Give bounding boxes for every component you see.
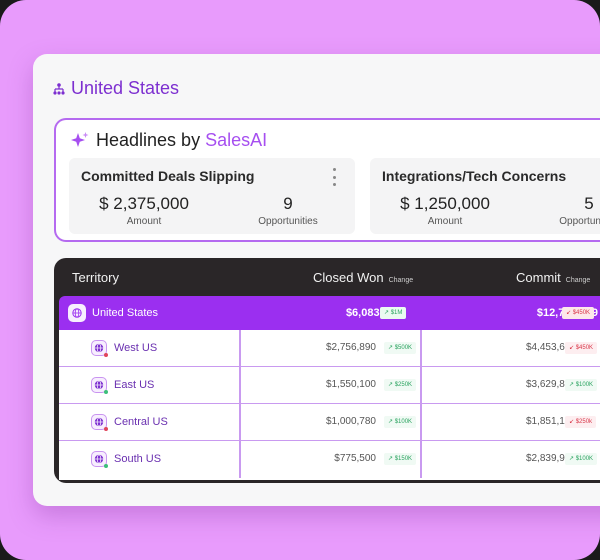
globe-icon: [68, 304, 86, 322]
territory-name: Central US: [114, 416, 168, 428]
table-row-united-states[interactable]: United States $6,083,270 ↗ $1M $12,774,5…: [59, 296, 600, 330]
sparkle-icon: [71, 131, 89, 147]
globe-icon: [91, 414, 108, 431]
territory-table: Territory Closed Won Change Commit Chang…: [54, 258, 600, 483]
headlines-title: Headlines by SalesAI: [70, 130, 267, 151]
opportunities-label: Opportunities: [258, 216, 318, 227]
amount-label: Amount: [126, 216, 162, 227]
closed-won-change-badge: ↗ $1M: [380, 307, 407, 319]
territory-card: United States Headlines by SalesAI Commi…: [33, 54, 600, 506]
closed-won-value: $775,500: [334, 453, 376, 464]
commit-value: $4,453,620: [525, 342, 576, 353]
status-dot: [104, 390, 108, 394]
commit-change-badge: ↙ $450K: [562, 307, 595, 319]
headlines-title-brand: SalesAI: [205, 130, 268, 150]
globe-icon: [91, 451, 108, 468]
opportunities-label: Opportunities: [559, 216, 600, 227]
closed-won-value: $1,550,100: [325, 379, 376, 390]
closed-won-change-badge: ↗ $100K: [384, 416, 417, 428]
amount-value: $ 1,250,000: [400, 194, 490, 213]
status-dot: [104, 427, 108, 431]
closed-won-value: $2,756,890: [325, 342, 376, 353]
hierarchy-icon: [53, 82, 65, 95]
opportunities-value: 9: [283, 194, 293, 213]
amount-metric: $ 1,250,000 Amount: [392, 194, 498, 227]
insight-card-integrations-tech-concerns[interactable]: Integrations/Tech Concerns $ 1,250,000 A…: [370, 158, 600, 234]
territory-name: West US: [114, 342, 158, 354]
amount-label: Amount: [427, 216, 463, 227]
column-header-commit[interactable]: Commit Change: [516, 270, 591, 285]
commit-value: $3,629,838: [525, 379, 576, 390]
insight-title: Committed Deals Slipping: [81, 168, 255, 184]
headlines-panel: Headlines by SalesAI Committed Deals Sli…: [54, 118, 600, 242]
commit-change-badge: ↗ $100K: [565, 453, 598, 465]
opportunities-metric: 5 Opportunities: [540, 194, 600, 227]
territory-name: United States: [92, 307, 159, 319]
opportunities-metric: 9 Opportunities: [239, 194, 337, 227]
table-row-west-us[interactable]: West US $2,756,890 ↗ $500K $4,453,620 ↙ …: [59, 330, 600, 367]
table-row-east-us[interactable]: East US $1,550,100 ↗ $250K $3,629,838 ↗ …: [59, 367, 600, 404]
column-subheader-change: Change: [388, 277, 414, 284]
closed-won-value: $1,000,780: [325, 416, 376, 427]
table-body: West US $2,756,890 ↗ $500K $4,453,620 ↙ …: [59, 330, 600, 480]
column-header-territory[interactable]: Territory: [72, 270, 119, 285]
globe-icon: [91, 340, 108, 357]
table-header: Territory Closed Won Change Commit Chang…: [54, 258, 600, 296]
column-subheader-change: Change: [565, 277, 591, 284]
amount-metric: $ 2,375,000 Amount: [91, 194, 197, 227]
territory-name: South US: [114, 453, 162, 465]
column-header-closed-won[interactable]: Closed Won Change: [313, 270, 414, 285]
table-row-central-us[interactable]: Central US $1,000,780 ↗ $100K $1,851,150…: [59, 404, 600, 441]
closed-won-change-badge: ↗ $150K: [384, 453, 417, 465]
commit-value: $2,839,921: [525, 453, 576, 464]
globe-icon: [91, 377, 108, 394]
page-title: United States: [53, 78, 179, 99]
status-dot: [104, 353, 108, 357]
commit-change-badge: ↙ $250k: [565, 416, 597, 428]
status-dot: [104, 464, 108, 468]
headlines-title-prefix: Headlines by: [96, 130, 206, 150]
commit-value: $1,851,150: [525, 416, 576, 427]
insight-title: Integrations/Tech Concerns: [382, 168, 567, 184]
page-title-text: United States: [71, 78, 180, 98]
territory-name: East US: [114, 379, 155, 391]
table-row-south-us[interactable]: South US $775,500 ↗ $150K $2,839,921 ↗ $…: [59, 441, 600, 478]
opportunities-value: 5: [584, 194, 594, 213]
closed-won-change-badge: ↗ $500K: [384, 342, 417, 354]
closed-won-change-badge: ↗ $250K: [384, 379, 417, 391]
commit-change-badge: ↗ $100K: [565, 379, 598, 391]
insight-card-committed-deals-slipping[interactable]: Committed Deals Slipping $ 2,375,000 Amo…: [69, 158, 355, 234]
commit-change-badge: ↙ $450K: [565, 342, 598, 354]
more-options-icon[interactable]: [331, 168, 337, 186]
amount-value: $ 2,375,000: [99, 194, 189, 213]
